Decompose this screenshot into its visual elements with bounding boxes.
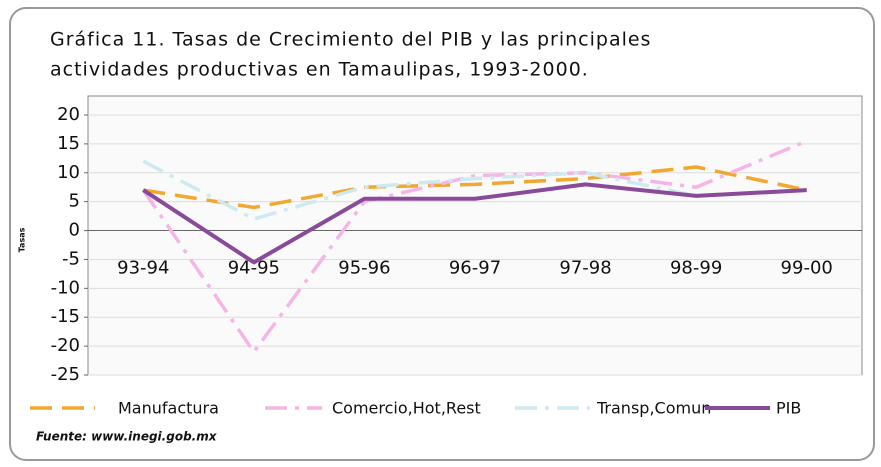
plot-area: [87, 95, 863, 376]
y-tick-label: 0: [69, 220, 80, 241]
source: Fuente: www.inegi.gob.mx: [36, 430, 218, 444]
x-tick-label: 97-98: [559, 258, 611, 279]
y-tick-label: 10: [57, 162, 80, 183]
series-line: [143, 165, 808, 210]
y-tick-label: -25: [51, 364, 80, 385]
x-tick-label: 98-99: [670, 258, 722, 279]
y-axis-title: Tasas: [18, 227, 27, 252]
y-tick-label: 5: [69, 191, 80, 212]
x-tick-label: 94-95: [228, 258, 280, 279]
y-tick-label: -5: [62, 248, 80, 269]
legend-label: Manufactura: [118, 399, 219, 418]
series-line: [142, 182, 807, 265]
x-tick-label: 99-00: [781, 258, 833, 279]
y-tick-label: 20: [57, 104, 80, 125]
x-tick-label: 95-96: [338, 258, 390, 279]
legend-label: Transp,Comun: [596, 399, 711, 418]
legend-label: PIB: [776, 399, 801, 418]
legend-label: Comercio,Hot,Rest: [332, 399, 481, 418]
series-line: [141, 139, 808, 354]
x-tick-label: 96-97: [449, 258, 501, 279]
x-tick-label: 93-94: [117, 258, 169, 279]
series-line: [142, 159, 807, 221]
chart-subtitle: actividades productivas en Tamaulipas, 1…: [50, 59, 589, 81]
y-tick-label: -10: [51, 277, 80, 298]
chart-title: Gráfica 11. Tasas de Crecimiento del PIB…: [50, 29, 651, 51]
y-tick-label: 15: [57, 133, 80, 154]
y-tick-label: -20: [51, 335, 80, 356]
y-tick-label: -15: [51, 306, 80, 327]
